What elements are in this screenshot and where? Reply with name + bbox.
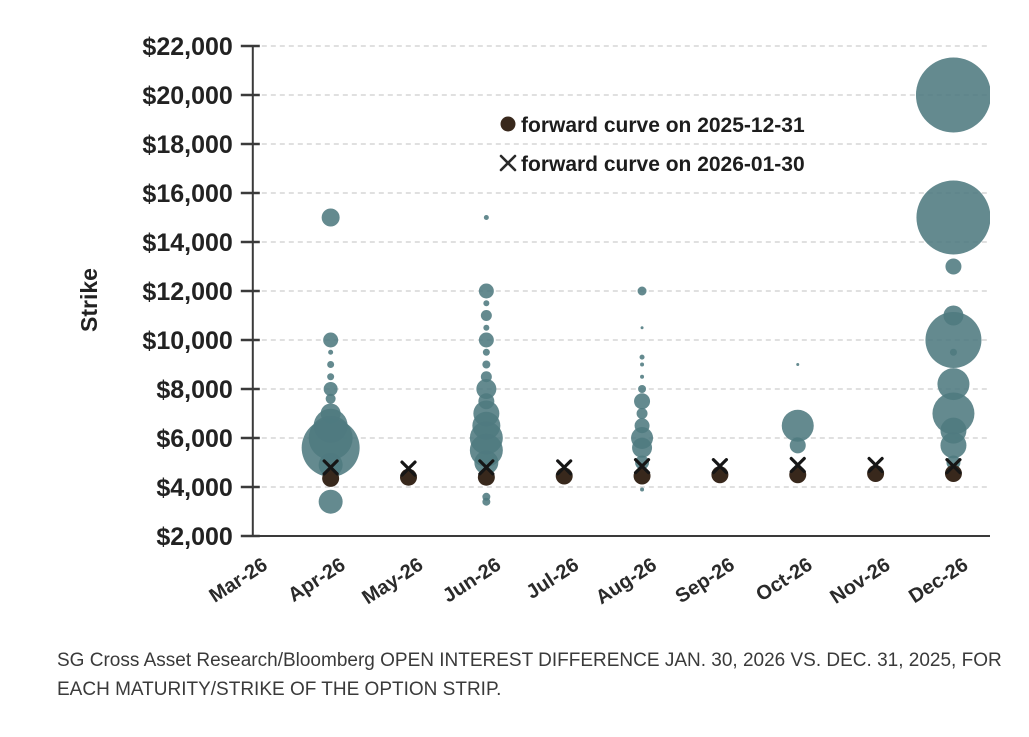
open-interest-bubble — [640, 487, 645, 492]
x-tick-label: Mar-26 — [205, 554, 271, 608]
open-interest-bubble — [327, 361, 335, 368]
x-tick-label: Jul-26 — [522, 554, 582, 604]
caption: SG Cross Asset Research/Bloomberg OPEN I… — [57, 650, 1002, 701]
x-marker — [499, 154, 517, 172]
open-interest-bubble — [321, 208, 340, 227]
open-interest-bubble — [915, 57, 990, 133]
open-interest-bubble — [480, 310, 492, 321]
open-interest-bubble — [940, 432, 967, 459]
y-tick-label: $18,000 — [142, 131, 232, 159]
open-interest-bubble — [639, 354, 645, 360]
open-interest-bubble — [318, 452, 343, 477]
y-tick-label: $10,000 — [142, 327, 232, 355]
x-marker — [633, 458, 651, 475]
open-interest-bubble — [640, 374, 645, 379]
x-marker — [400, 460, 417, 477]
open-interest-bubble — [638, 385, 647, 393]
legend-label-dec31: forward curve on 2025-12-31 — [521, 114, 805, 137]
x-marker — [867, 456, 884, 474]
y-tick-label: $14,000 — [142, 229, 232, 257]
y-tick-label: $12,000 — [142, 278, 232, 306]
x-marker — [322, 459, 339, 476]
open-interest-bubble — [781, 409, 814, 442]
x-marker — [556, 459, 573, 476]
x-marker — [711, 458, 728, 475]
x-tick-label: Oct-26 — [752, 554, 816, 606]
open-interest-bubble — [476, 379, 497, 399]
y-tick-label: $22,000 — [142, 33, 232, 61]
open-interest-bubble — [640, 326, 644, 330]
open-interest-bubble — [483, 300, 490, 307]
y-tick-label: $2,000 — [156, 523, 232, 551]
open-interest-bubble — [635, 455, 650, 470]
forward-dot — [555, 467, 573, 485]
bubble-layer — [301, 57, 990, 514]
x-tick-label: Jun-26 — [439, 554, 505, 608]
open-interest-bubble — [482, 348, 490, 356]
x-tick-label: Dec-26 — [905, 554, 972, 608]
y-axis-title: Strike — [76, 268, 102, 332]
open-interest-bubble — [637, 286, 647, 296]
forward-dot — [711, 466, 729, 484]
forward-dot — [867, 465, 885, 483]
open-interest-bubble — [634, 393, 651, 410]
x-tick-label: Aug-26 — [592, 554, 661, 609]
x-tick-label: Nov-26 — [826, 554, 894, 609]
open-interest-bubble — [483, 215, 489, 220]
open-interest-bubble — [796, 363, 800, 366]
x-tick-label: Sep-26 — [672, 554, 739, 608]
legend-label-jan30: forward curve on 2026-01-30 — [521, 153, 805, 176]
open-interest-bubble — [325, 393, 336, 404]
open-interest-bubble — [945, 258, 962, 275]
x-tick-label: Apr-26 — [284, 554, 349, 607]
open-interest-bubble — [483, 324, 490, 331]
open-interest-bubble — [482, 360, 491, 369]
x-marker — [945, 458, 962, 475]
open-interest-bubble — [474, 450, 499, 475]
open-interest-bubble — [640, 362, 645, 367]
open-interest-bubble — [632, 437, 653, 458]
open-interest-bubble — [328, 349, 334, 355]
legend-dot-icon — [500, 116, 516, 132]
x-marker — [789, 456, 806, 474]
bubble-chart: $2,000 $4,000 $6,000 $8,000 $10,000 $12,000 $1… — [76, 33, 990, 609]
y-tick-label: $16,000 — [142, 180, 232, 208]
y-tick-label: $6,000 — [156, 425, 232, 453]
open-interest-bubble — [937, 368, 970, 401]
open-interest-bubble — [478, 283, 494, 299]
open-interest-bubble — [323, 332, 339, 348]
open-interest-bubble — [323, 382, 338, 396]
open-interest-bubble — [478, 332, 494, 348]
open-interest-bubble — [636, 408, 648, 419]
open-interest-bubble — [789, 437, 806, 454]
open-interest-bubble — [482, 497, 491, 506]
open-interest-bubble — [916, 180, 990, 255]
y-tick-label: $20,000 — [142, 82, 232, 110]
open-interest-bubble — [318, 489, 343, 514]
y-tick-label: $4,000 — [156, 474, 232, 502]
x-marker — [478, 459, 495, 476]
open-interest-bubble — [949, 348, 957, 356]
open-interest-bubble — [925, 312, 982, 368]
open-interest-bubble — [301, 418, 360, 477]
forward-dot — [322, 469, 340, 487]
y-tick-label: $8,000 — [156, 376, 232, 404]
open-interest-bubble — [327, 373, 335, 381]
x-tick-label: May-26 — [358, 554, 427, 609]
forward-dot — [400, 468, 417, 486]
